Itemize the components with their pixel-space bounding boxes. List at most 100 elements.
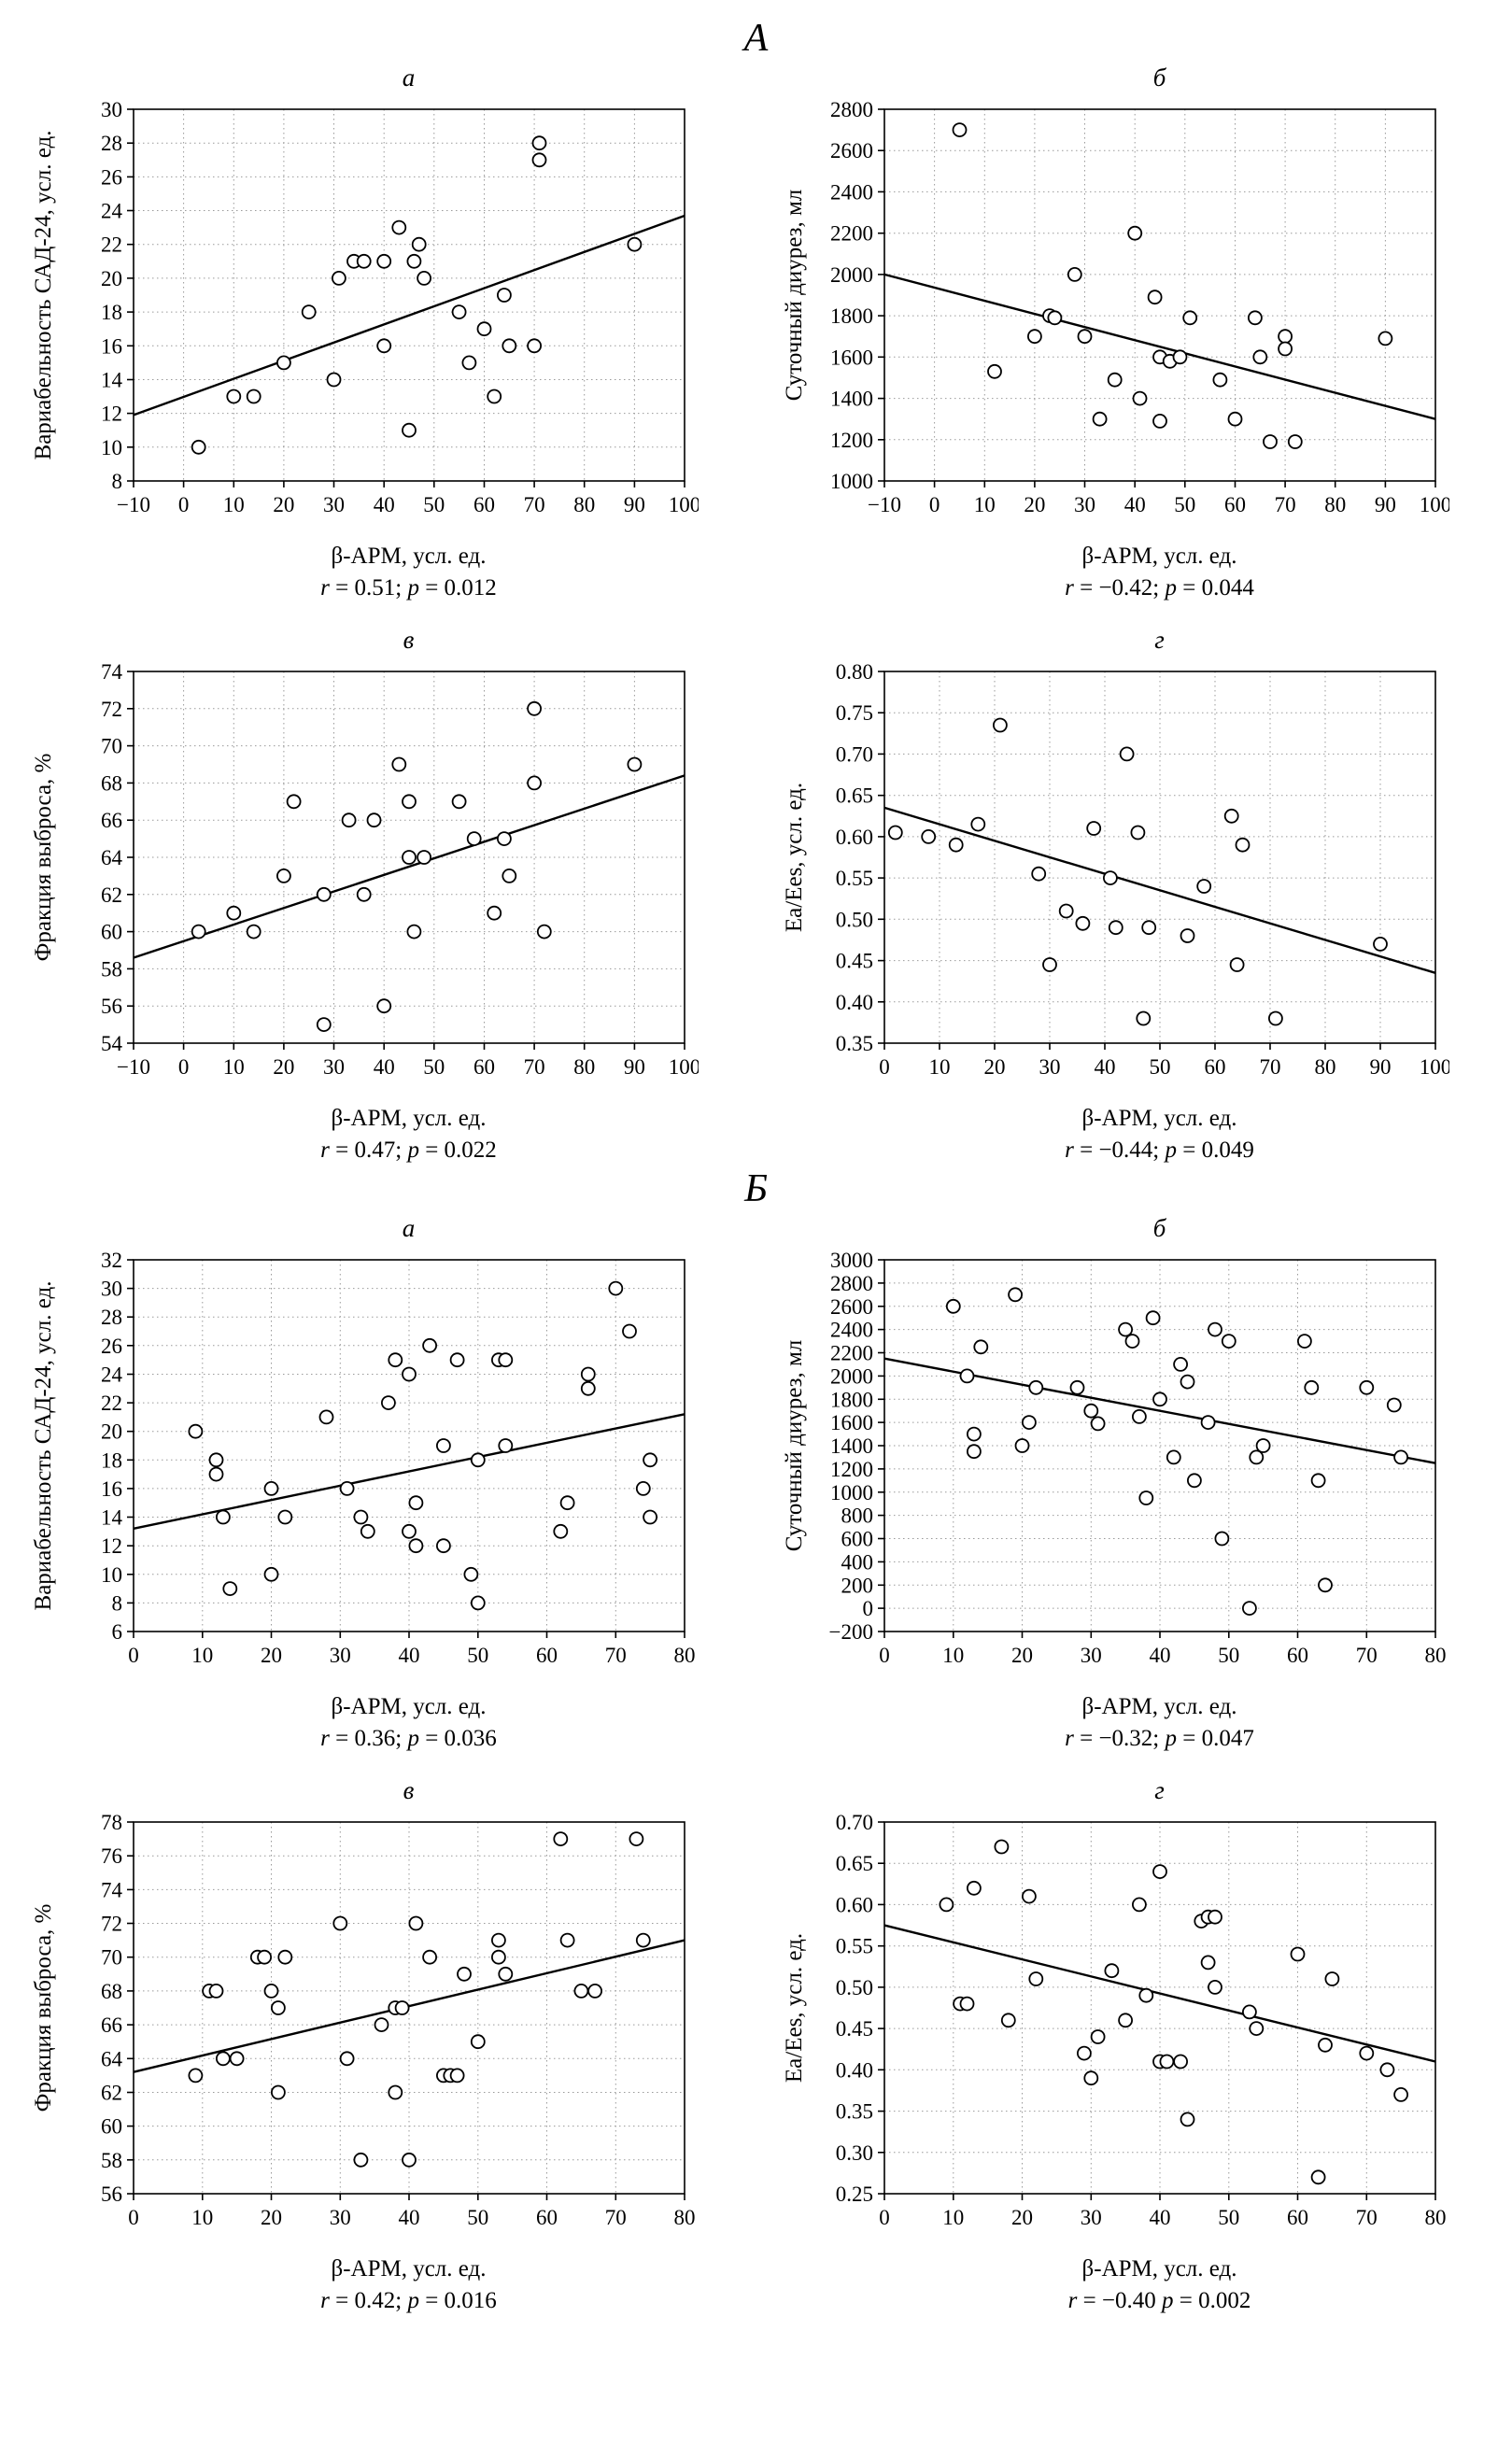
y-tick-label: 1000 [830,1481,873,1505]
data-point [627,236,642,252]
x-axis-label: β-АРМ, усл. ед. [1081,544,1237,570]
trend-line [883,1924,1435,2064]
data-point [1007,1287,1023,1303]
data-point [1000,2013,1016,2028]
data-point [366,812,381,828]
data-point [221,1581,237,1597]
y-tick-label: 6 [111,1620,122,1644]
data-point [486,388,502,404]
data-point [966,1427,982,1442]
data-point [1172,349,1187,365]
stat-value: = 0.022 [418,1137,497,1164]
data-point [497,1967,513,1983]
x-tick-label: 40 [1123,493,1145,516]
data-point [466,831,482,847]
x-tick-label: 0 [177,1055,189,1079]
y-tick-label: 1400 [830,1434,873,1458]
data-point [416,271,431,286]
data-point [416,850,431,866]
stat-value: = 0.012 [418,575,497,601]
y-tick-label: 16 [101,1477,122,1501]
x-tick-label: 50 [1149,1055,1170,1079]
trend-line [883,273,1435,421]
stat-symbol: p [1165,575,1178,601]
stat-value: = 0.51; [329,575,408,601]
y-tick-label: 72 [101,698,122,721]
y-tick-label: 1600 [830,346,873,369]
y-tick-label: 0.50 [835,1976,872,1999]
y-tick-label: 28 [101,1307,122,1330]
trend-line [133,215,685,417]
figure-page: А а −10 0 10 20 30 40 50 60 70 80 90 100 8 10 12 14 16 18 2… [26,17,1451,2314]
x-tick-label: 60 [473,1055,495,1079]
x-tick-label: 40 [373,493,394,516]
y-tick-label: 2400 [830,181,873,205]
y-axis-label: Суточный диурез, мл [782,190,807,402]
stat-symbol: r [1065,1137,1074,1164]
x-tick-label: −10 [117,1055,150,1079]
x-axis-label: β-АРМ, усл. ед. [1081,2256,1237,2282]
x-axis-label: β-АРМ, усл. ед. [1081,1106,1237,1132]
x-tick-label: 60 [1204,1055,1225,1079]
data-point [1248,2021,1264,2037]
x-tick-label: 100 [668,1055,698,1079]
data-point [1074,916,1090,931]
data-point [586,1984,602,1999]
stat-symbol: r [1067,2288,1078,2314]
data-point [1324,1971,1339,1987]
data-point [1076,2046,1092,2061]
data-point [405,924,421,939]
data-point [332,1915,347,1931]
data-point [1248,1449,1264,1465]
x-tick-label: 30 [329,1644,350,1667]
stat-value: = −0.42; [1073,575,1166,601]
trend-line [883,1357,1435,1465]
data-point [318,1409,333,1425]
data-point [635,1933,651,1948]
panel-letter: а [402,64,416,92]
x-tick-label: 80 [1424,2206,1446,2229]
data-point [1296,1334,1312,1349]
data-point [1166,1449,1181,1465]
stats-caption: r = −0.44; p = 0.049 [884,1137,1435,1164]
data-point [1145,1310,1161,1326]
data-point [375,254,391,269]
data-point [263,1567,278,1583]
y-tick-label: 0.70 [835,1811,872,1834]
x-tick-label: 60 [1224,493,1246,516]
data-point [462,1567,478,1583]
y-tick-label: 24 [101,200,123,223]
data-point [1117,2013,1133,2028]
x-tick-label: 10 [191,2206,213,2229]
x-tick-label: 20 [1024,493,1045,516]
data-point [1103,1963,1119,1979]
data-point [449,1352,465,1368]
data-point [559,1495,574,1511]
stat-symbol: r [320,575,330,601]
data-point [938,1897,954,1913]
y-tick-label: 400 [841,1551,873,1575]
data-point [341,812,357,828]
y-tick-label: 2000 [830,1365,873,1389]
data-point [276,1950,292,1965]
x-tick-label: 10 [942,2206,964,2229]
stat-symbol: r [1065,1726,1074,1752]
data-point [435,1438,451,1454]
x-axis-label: β-АРМ, усл. ед. [331,1106,487,1132]
scatter-plot: −10 0 10 20 30 40 50 60 70 80 90 100 1000 1200 1400 160… [782,98,1451,516]
y-tick-label: 22 [101,1392,122,1415]
data-point [1117,1322,1133,1337]
data-point [270,2084,286,2100]
data-point [276,869,291,883]
data-point [969,816,985,832]
chart-panel-А-в: в −10 0 10 20 30 40 50 60 70 80 90 100 54 56 58 60 62 64 66… [26,626,736,1164]
x-tick-label: 30 [323,493,345,516]
y-tick-label: 30 [101,1278,122,1301]
data-point [1027,1380,1043,1396]
data-point [531,135,546,151]
y-tick-label: 1800 [830,1389,873,1412]
y-tick-label: 10 [101,436,122,459]
data-point [401,1366,417,1382]
plot-frame [883,1821,1436,2196]
data-point [920,829,936,844]
